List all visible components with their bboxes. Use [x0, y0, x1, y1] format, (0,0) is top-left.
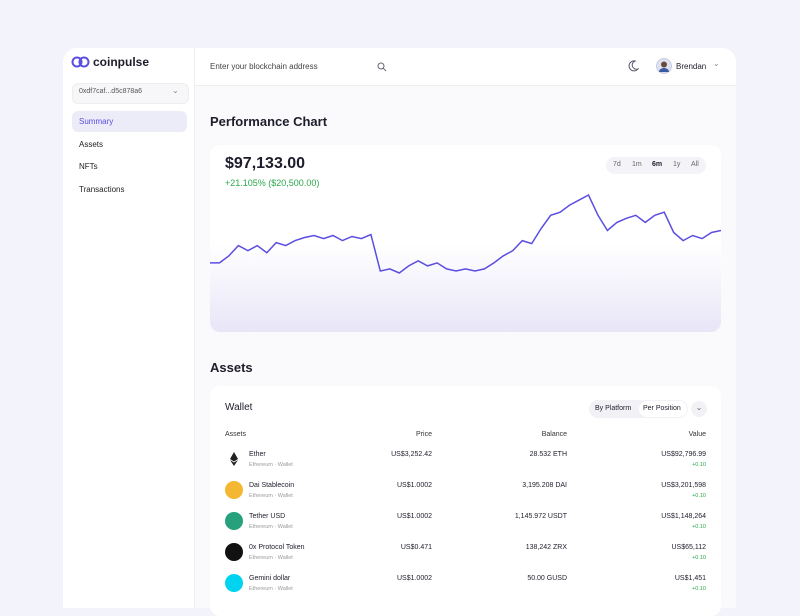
range-selector [606, 157, 706, 174]
asset-price: US$3,252.42 [391, 451, 432, 458]
search-icon[interactable] [377, 62, 387, 72]
top-bar [195, 48, 736, 86]
logo-icon [71, 56, 90, 68]
asset-network: Ethereum · Wallet [249, 524, 293, 530]
asset-balance: 138,242 ZRX [525, 544, 567, 551]
asset-balance: 1,145.972 USDT [514, 513, 567, 520]
asset-icon [225, 512, 243, 530]
user-name[interactable]: Brendan [676, 62, 707, 71]
performance-line [210, 193, 721, 274]
wallet-title: Wallet [225, 402, 253, 413]
asset-network: Ethereum · Wallet [249, 462, 293, 468]
range-button[interactable]: 6m [652, 161, 663, 168]
balance: $97,133.00 [225, 155, 306, 172]
nav-item[interactable]: Transactions [79, 184, 125, 194]
asset-balance: 3,195.208 DAI [522, 482, 567, 489]
asset-change: +0.10 [692, 493, 706, 499]
nav-active-bg [72, 111, 187, 132]
section-title: Assets [210, 360, 253, 375]
asset-price: US$1.0002 [396, 513, 432, 520]
asset-value: US$1,451 [674, 575, 706, 582]
column-header: Price [416, 431, 432, 438]
assets-card [210, 386, 721, 616]
asset-balance: 28.532 ETH [529, 451, 567, 458]
asset-icon [225, 450, 243, 468]
asset-network: Ethereum · Wallet [249, 555, 293, 561]
theme-toggle[interactable] [627, 60, 639, 72]
brand: coinpulse [93, 55, 150, 69]
asset-balance: 50.00 GUSD [527, 575, 567, 582]
asset-change: +0.10 [692, 555, 706, 561]
avatar[interactable] [656, 58, 672, 74]
range-button[interactable]: All [691, 161, 699, 168]
column-header: Balance [541, 431, 567, 438]
column-header: Value [688, 431, 706, 438]
range-button[interactable]: 1y [673, 161, 681, 168]
view-option[interactable]: By Platform [595, 405, 632, 412]
asset-icon [225, 543, 243, 561]
asset-icon [225, 481, 243, 499]
asset-name: Gemini dollar [249, 575, 291, 582]
view-active-bg [639, 401, 687, 417]
asset-change: +0.10 [692, 524, 706, 530]
chart [210, 193, 721, 332]
asset-name: Dai Stablecoin [249, 482, 295, 489]
asset-name: Tether USD [249, 513, 286, 520]
nav-item[interactable]: NFTs [79, 162, 98, 171]
column-header: Assets [225, 431, 247, 438]
asset-network: Ethereum · Wallet [249, 493, 293, 499]
asset-value: US$65,112 [671, 544, 706, 551]
chart-gradient [210, 245, 721, 332]
expand-button[interactable]: ⌄ [691, 401, 707, 417]
asset-value: US$92,796.99 [661, 451, 706, 458]
page: coinpulse 0xdf7caf...d5c878a6 ⌄ Enter yo… [71, 48, 736, 616]
asset-name: 0x Protocol Token [249, 544, 305, 551]
asset-price: US$1.0002 [396, 575, 432, 582]
chart-card [210, 145, 721, 332]
asset-change: +0.10 [692, 586, 706, 592]
asset-value: US$1,148,264 [661, 513, 706, 520]
chevron: ⌄ [172, 86, 179, 95]
asset-change: +0.10 [692, 462, 706, 468]
range-button[interactable]: 1m [632, 161, 642, 168]
asset-price: US$0.471 [400, 544, 432, 551]
balance-change: +21.105% ($20,500.00) [225, 178, 320, 188]
asset-value: US$3,201,598 [661, 482, 706, 489]
sidebar [63, 48, 195, 608]
address: 0xdf7caf...d5c878a6 [79, 88, 143, 95]
nav-item[interactable]: Summary [79, 117, 114, 126]
asset-name: Ether [249, 451, 266, 458]
nav-item[interactable]: Assets [79, 139, 104, 149]
asset-icon [225, 574, 243, 592]
chevron: ⌄ [713, 59, 720, 68]
asset-network: Ethereum · Wallet [249, 586, 293, 592]
address-select[interactable] [72, 83, 189, 104]
range-button[interactable]: 7d [613, 161, 621, 168]
section-title: Performance Chart [210, 114, 328, 129]
search-input[interactable]: Enter your blockchain address [210, 62, 318, 71]
view-option[interactable]: Per Position [643, 405, 681, 412]
asset-price: US$1.0002 [396, 482, 432, 489]
